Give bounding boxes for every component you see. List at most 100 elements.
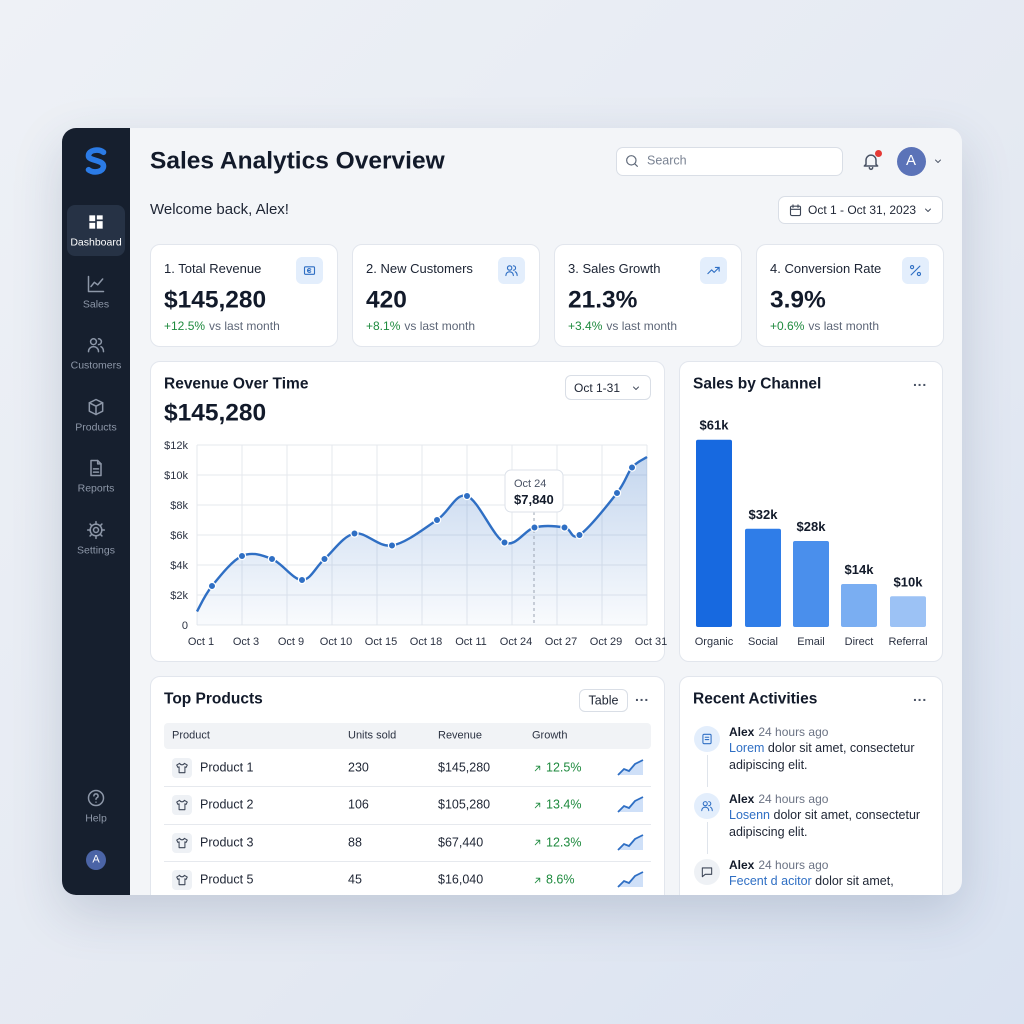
icon-part xyxy=(87,345,100,353)
revenue-point xyxy=(612,488,622,498)
bar-value-label: $14k xyxy=(845,562,875,577)
channel-bar xyxy=(745,528,781,627)
icon-part xyxy=(909,264,915,270)
y-tick-label: $4k xyxy=(170,560,188,572)
kpi-change: +8.1% xyxy=(366,318,401,333)
column-header: Units sold xyxy=(348,729,397,742)
timeline-connector xyxy=(707,755,708,787)
bell-dot xyxy=(875,150,882,157)
activities-menu[interactable]: ··· xyxy=(913,691,927,708)
icon-part xyxy=(789,205,801,216)
search-box[interactable] xyxy=(616,147,843,176)
nav-label[interactable]: Reports xyxy=(77,482,115,495)
nav-label[interactable]: Customers xyxy=(70,359,122,372)
app-window: Dashboard Sales Customers Products Reports Se… xyxy=(62,128,962,895)
icon-part xyxy=(176,800,188,811)
revenue-point xyxy=(297,575,307,585)
icon-part xyxy=(87,789,105,807)
range-button-text: Oct 1-31 xyxy=(574,380,621,395)
kpi-label: 2. New Customers xyxy=(366,261,473,277)
x-tick-label: Direct xyxy=(845,636,874,648)
nav-label[interactable]: Settings xyxy=(77,544,115,557)
channel-menu[interactable]: ··· xyxy=(913,376,927,393)
activity-body: dolor sit amet, consectetur adipiscing e… xyxy=(729,807,921,839)
kpi-icon xyxy=(505,265,518,277)
activity-icon-bg xyxy=(694,859,720,885)
header-avatar[interactable] xyxy=(897,147,926,176)
icon-part xyxy=(910,265,921,276)
x-tick-label: Email xyxy=(797,636,825,648)
x-tick-label: Oct 3 xyxy=(233,636,259,648)
search-icon xyxy=(626,155,638,167)
y-tick-label: $12k xyxy=(164,440,188,452)
activity-text: Fecent d acitor dolor sit amet, xyxy=(729,873,929,890)
table-header-bg xyxy=(164,723,651,749)
view-button[interactable] xyxy=(579,689,628,712)
help-label[interactable]: Help xyxy=(85,812,107,825)
product-icon xyxy=(176,800,188,811)
revenue: $105,280 xyxy=(438,797,491,812)
revenue-point xyxy=(387,541,397,550)
revenue-point xyxy=(237,551,247,561)
nav-label[interactable]: Dashboard xyxy=(70,236,122,249)
revenue-point xyxy=(432,515,442,525)
revenue-point xyxy=(320,554,329,564)
x-tick-label: Social xyxy=(748,636,778,648)
x-tick-label: Oct 31 xyxy=(635,636,667,648)
activity-icon xyxy=(701,867,713,878)
kpi-change: +12.5% xyxy=(164,318,206,333)
revenue: $145,280 xyxy=(438,760,491,775)
growth: 12.5% xyxy=(546,760,582,775)
range-button[interactable] xyxy=(565,375,651,400)
revenue-point xyxy=(575,530,584,540)
icon-part xyxy=(512,265,518,277)
kpi-change-row: +8.1% vs last month xyxy=(366,319,475,333)
product-icon-bg xyxy=(172,832,192,853)
x-tick-label: Oct 15 xyxy=(365,636,397,648)
icon-part xyxy=(90,277,104,287)
icon-part xyxy=(704,736,710,741)
sparkline xyxy=(617,833,644,851)
nav-active-bg[interactable] xyxy=(67,205,125,256)
row-separator xyxy=(164,786,651,788)
growth: 12.3% xyxy=(546,835,582,850)
kpi-note: vs last month xyxy=(209,318,280,333)
row-separator xyxy=(164,861,651,863)
icon-part xyxy=(868,166,874,171)
sparkline xyxy=(617,759,644,776)
kpi-value: 420 xyxy=(366,286,407,314)
product-name: Product 3 xyxy=(200,835,254,850)
revenue-chart: 0 $2k $4k $6k $8k $10k $12k Oct 1 Oct 3 Oct 9 Oct … xyxy=(164,440,667,648)
kpi-icon xyxy=(707,266,720,275)
nav-icon xyxy=(89,215,103,229)
icon-part xyxy=(708,800,713,811)
nav-label[interactable]: Products xyxy=(75,421,117,434)
activity-time: 24 hours ago xyxy=(758,724,829,739)
column-header: Revenue xyxy=(438,729,483,742)
nav-icon xyxy=(86,520,106,539)
channel-title: Sales by Channel xyxy=(693,375,822,393)
range-chevron xyxy=(633,386,639,390)
revenue-point xyxy=(627,463,637,472)
product-icon-bg xyxy=(172,870,192,891)
units-sold: 45 xyxy=(348,872,362,887)
date-button[interactable] xyxy=(778,196,943,224)
icon-part xyxy=(176,762,188,774)
bell-icon[interactable] xyxy=(861,151,881,171)
kpi-label: 3. Sales Growth xyxy=(568,261,661,277)
kpi-icon-bg xyxy=(700,257,727,284)
channel-bar xyxy=(793,541,829,627)
icon-part xyxy=(85,147,107,175)
products-menu[interactable]: ··· xyxy=(635,691,649,708)
sidebar-avatar[interactable] xyxy=(86,850,106,870)
revenue-point xyxy=(530,523,539,532)
revenue-area xyxy=(197,457,647,625)
date-chevron xyxy=(925,208,931,212)
growth: 8.6% xyxy=(546,872,575,887)
kpi-label: 4. Conversion Rate xyxy=(770,261,882,277)
help-icon xyxy=(87,789,105,807)
timeline-connector xyxy=(707,821,708,854)
activities-title: Recent Activities xyxy=(693,690,818,708)
nav-label[interactable]: Sales xyxy=(82,298,110,311)
x-tick-label: Oct 18 xyxy=(410,636,442,648)
